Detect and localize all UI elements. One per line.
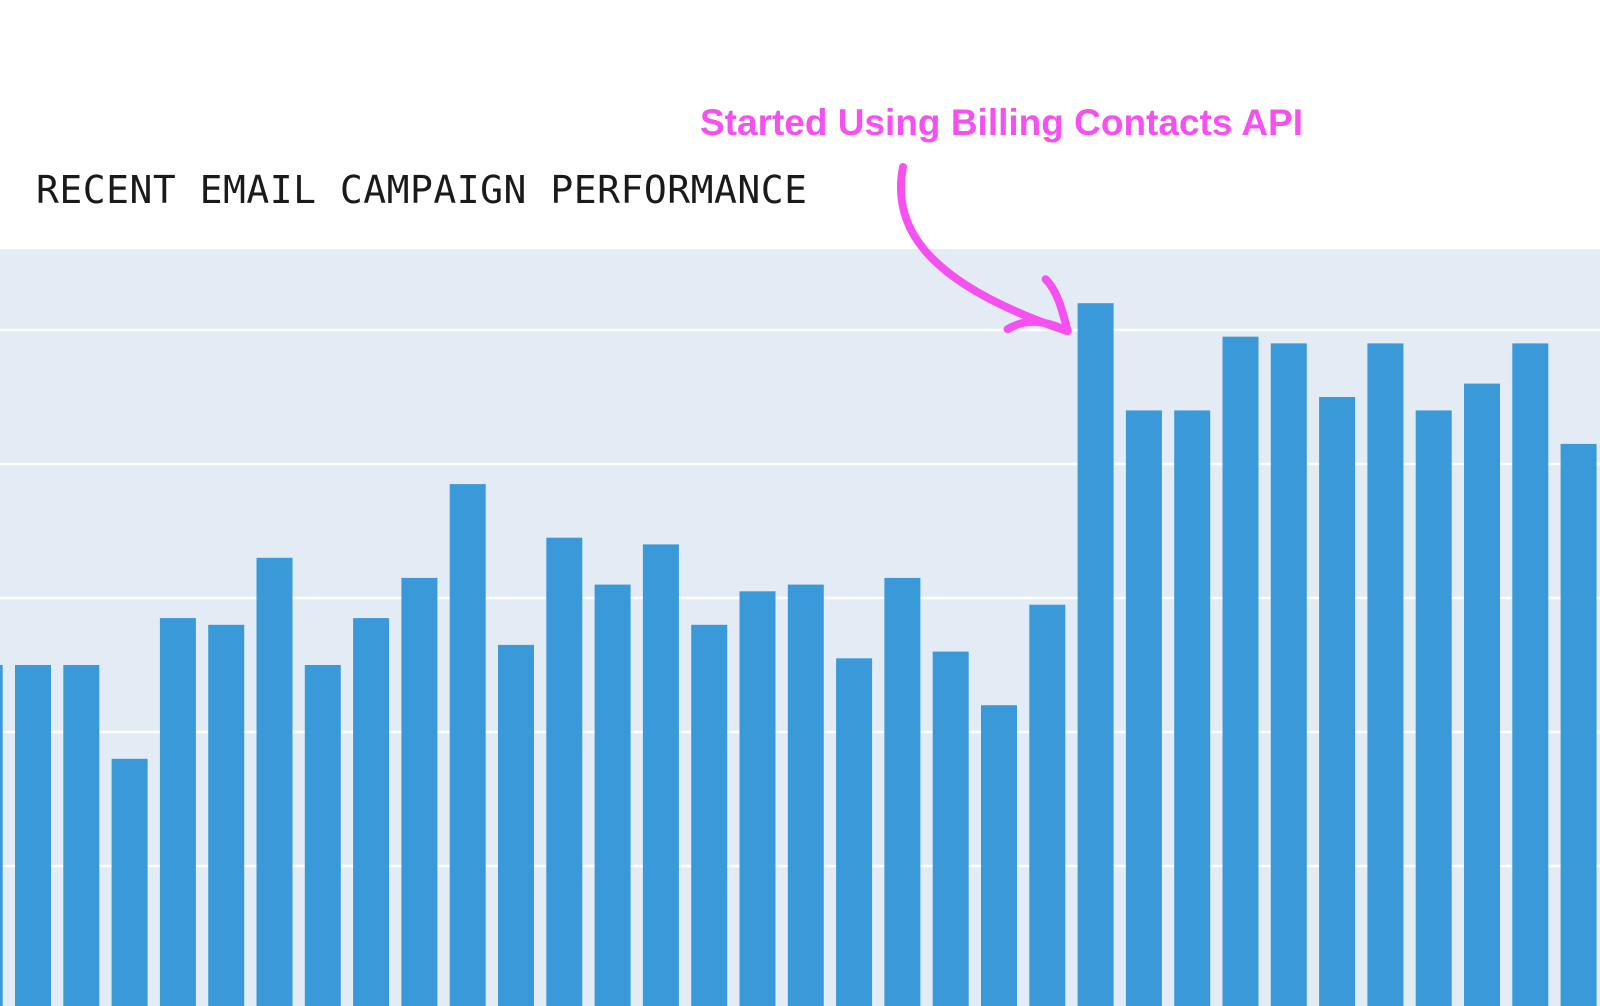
bar — [1222, 336, 1259, 1006]
bar — [353, 618, 390, 1006]
bar — [1270, 343, 1307, 1006]
annotation-label: Started Using Billing Contacts API — [700, 102, 1304, 143]
bar — [739, 591, 776, 1006]
bar — [449, 484, 486, 1006]
bar — [546, 537, 583, 1006]
annotation-arrow — [896, 163, 1072, 336]
bar — [401, 577, 438, 1006]
chart-title: RECENT EMAIL CAMPAIGN PERFORMANCE — [36, 168, 808, 212]
bar — [159, 618, 196, 1006]
bar — [1464, 383, 1500, 1006]
bar — [1512, 343, 1549, 1006]
bar — [932, 651, 969, 1006]
bar — [1029, 604, 1066, 1006]
bar — [208, 624, 245, 1006]
bar — [1125, 410, 1162, 1006]
bar — [111, 758, 148, 1006]
bar — [1077, 303, 1114, 1006]
bar — [15, 665, 51, 1006]
bars — [0, 303, 1597, 1006]
bar-partial — [0, 665, 3, 1006]
bar — [691, 624, 728, 1006]
bar — [981, 705, 1017, 1006]
bar — [1560, 443, 1597, 1006]
bar — [642, 544, 679, 1006]
bar — [1367, 343, 1404, 1006]
bar — [304, 665, 341, 1006]
bar — [1415, 410, 1452, 1006]
bar — [63, 665, 100, 1006]
bar — [1174, 410, 1211, 1006]
bar — [498, 644, 534, 1006]
bar — [1319, 397, 1356, 1006]
bar — [256, 557, 293, 1006]
bar — [836, 658, 873, 1006]
bar — [884, 577, 921, 1006]
bar — [594, 584, 631, 1006]
bar — [787, 584, 824, 1006]
